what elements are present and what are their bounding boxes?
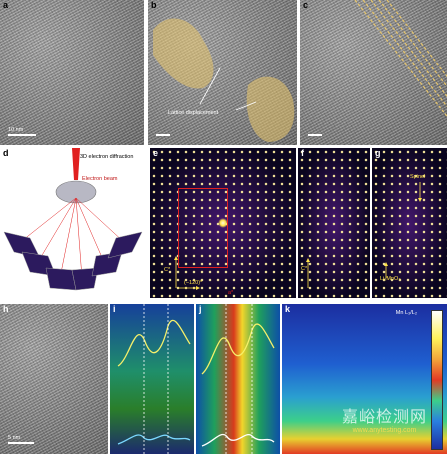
lattice-fringe-overlay bbox=[354, 0, 447, 118]
panel-f: f C* bbox=[298, 148, 370, 298]
diffraction-schematic bbox=[3, 148, 143, 291]
panel-e: e C* (−120)* a* bbox=[150, 148, 296, 298]
panel-j: j bbox=[196, 304, 280, 454]
axis-c-label-f: C* bbox=[301, 266, 308, 272]
phase-label: Li₂MnO₃ bbox=[380, 276, 401, 282]
highlight-region-right bbox=[246, 76, 295, 142]
panel-label-c: c bbox=[303, 0, 309, 10]
scale-text-h: 5 nm bbox=[8, 435, 21, 441]
spectrum-curve-top-i bbox=[117, 319, 191, 367]
lattice-highlight-regions bbox=[153, 18, 295, 142]
panel-label-f: f bbox=[301, 148, 304, 158]
lattice-displacement-label: Lattice displacement bbox=[168, 110, 219, 116]
fringe-line-4 bbox=[378, 0, 447, 88]
panel-label-i: i bbox=[113, 304, 116, 314]
panel-k: k Mn L₃/L₂ 嘉峪检测网 www.anytesting.com bbox=[282, 304, 447, 454]
phase-arrows-g bbox=[384, 182, 422, 278]
eels-spectrum-j bbox=[201, 304, 275, 454]
zone-highlight-box bbox=[178, 188, 228, 268]
central-spot bbox=[218, 218, 228, 228]
axis-a-label-e: a* bbox=[228, 290, 234, 296]
spectrum-curve-bottom-j bbox=[201, 433, 275, 447]
diffraction-title: 3D electron diffraction bbox=[80, 154, 134, 160]
colormap-title: Mn L₃/L₂ bbox=[395, 310, 417, 316]
watermark-url: www.anytesting.com bbox=[352, 427, 417, 434]
scale-bar-a bbox=[8, 134, 36, 136]
panel-label-h: h bbox=[3, 304, 9, 314]
fringe-line-5 bbox=[386, 0, 447, 78]
eels-spectrum-i bbox=[117, 304, 191, 454]
panel-b: b Lattice displacement bbox=[148, 0, 297, 145]
electron-beam-label: Electron beam bbox=[82, 176, 118, 182]
watermark: 嘉峪检测网 www.anytesting.com bbox=[342, 403, 427, 434]
spectrum-curve-top-j bbox=[201, 323, 275, 375]
panel-i: i bbox=[110, 304, 194, 454]
annotation-leader-1 bbox=[199, 67, 221, 105]
axis-h-label-e: (−120)* bbox=[184, 280, 203, 286]
axis-c-label-e: C* bbox=[164, 267, 171, 273]
axis-arrows-e bbox=[174, 256, 200, 290]
spectrum-curve-bottom-i bbox=[117, 434, 191, 445]
electron-beam-cone bbox=[72, 148, 80, 180]
diffraction-frames bbox=[3, 231, 143, 291]
panel-g: g Spinel Li₂MnO₃ bbox=[372, 148, 447, 298]
fringe-line-1 bbox=[354, 0, 447, 118]
panel-label-b: b bbox=[151, 0, 157, 10]
panel-c: c bbox=[300, 0, 447, 145]
fringe-line-2 bbox=[362, 0, 447, 108]
highlight-region-left bbox=[153, 18, 214, 89]
panel-label-g: g bbox=[375, 148, 381, 158]
scale-text-a: 10 nm bbox=[8, 127, 24, 133]
colorbar bbox=[431, 310, 443, 450]
fringe-line-3 bbox=[370, 0, 447, 98]
panel-label-e: e bbox=[153, 148, 159, 158]
beam-rays bbox=[17, 197, 127, 279]
axis-arrow-f bbox=[306, 258, 310, 288]
scale-bar-b bbox=[156, 134, 170, 136]
panel-label-d: d bbox=[3, 148, 9, 158]
panel-a: a 10 nm bbox=[0, 0, 144, 145]
spinel-label: Spinel bbox=[410, 174, 426, 180]
watermark-cn: 嘉峪检测网 bbox=[341, 407, 427, 426]
crystal-sample bbox=[55, 180, 97, 204]
panel-d: d 3D electron diffraction Electron beam bbox=[0, 148, 148, 298]
scale-bar-h bbox=[8, 442, 34, 444]
annotation-leader-2 bbox=[235, 101, 257, 111]
panel-label-j: j bbox=[199, 304, 202, 314]
scale-bar-c bbox=[308, 134, 322, 136]
panel-label-a: a bbox=[3, 0, 9, 10]
panel-h: h 5 nm bbox=[0, 304, 108, 454]
panel-label-k: k bbox=[285, 304, 291, 314]
